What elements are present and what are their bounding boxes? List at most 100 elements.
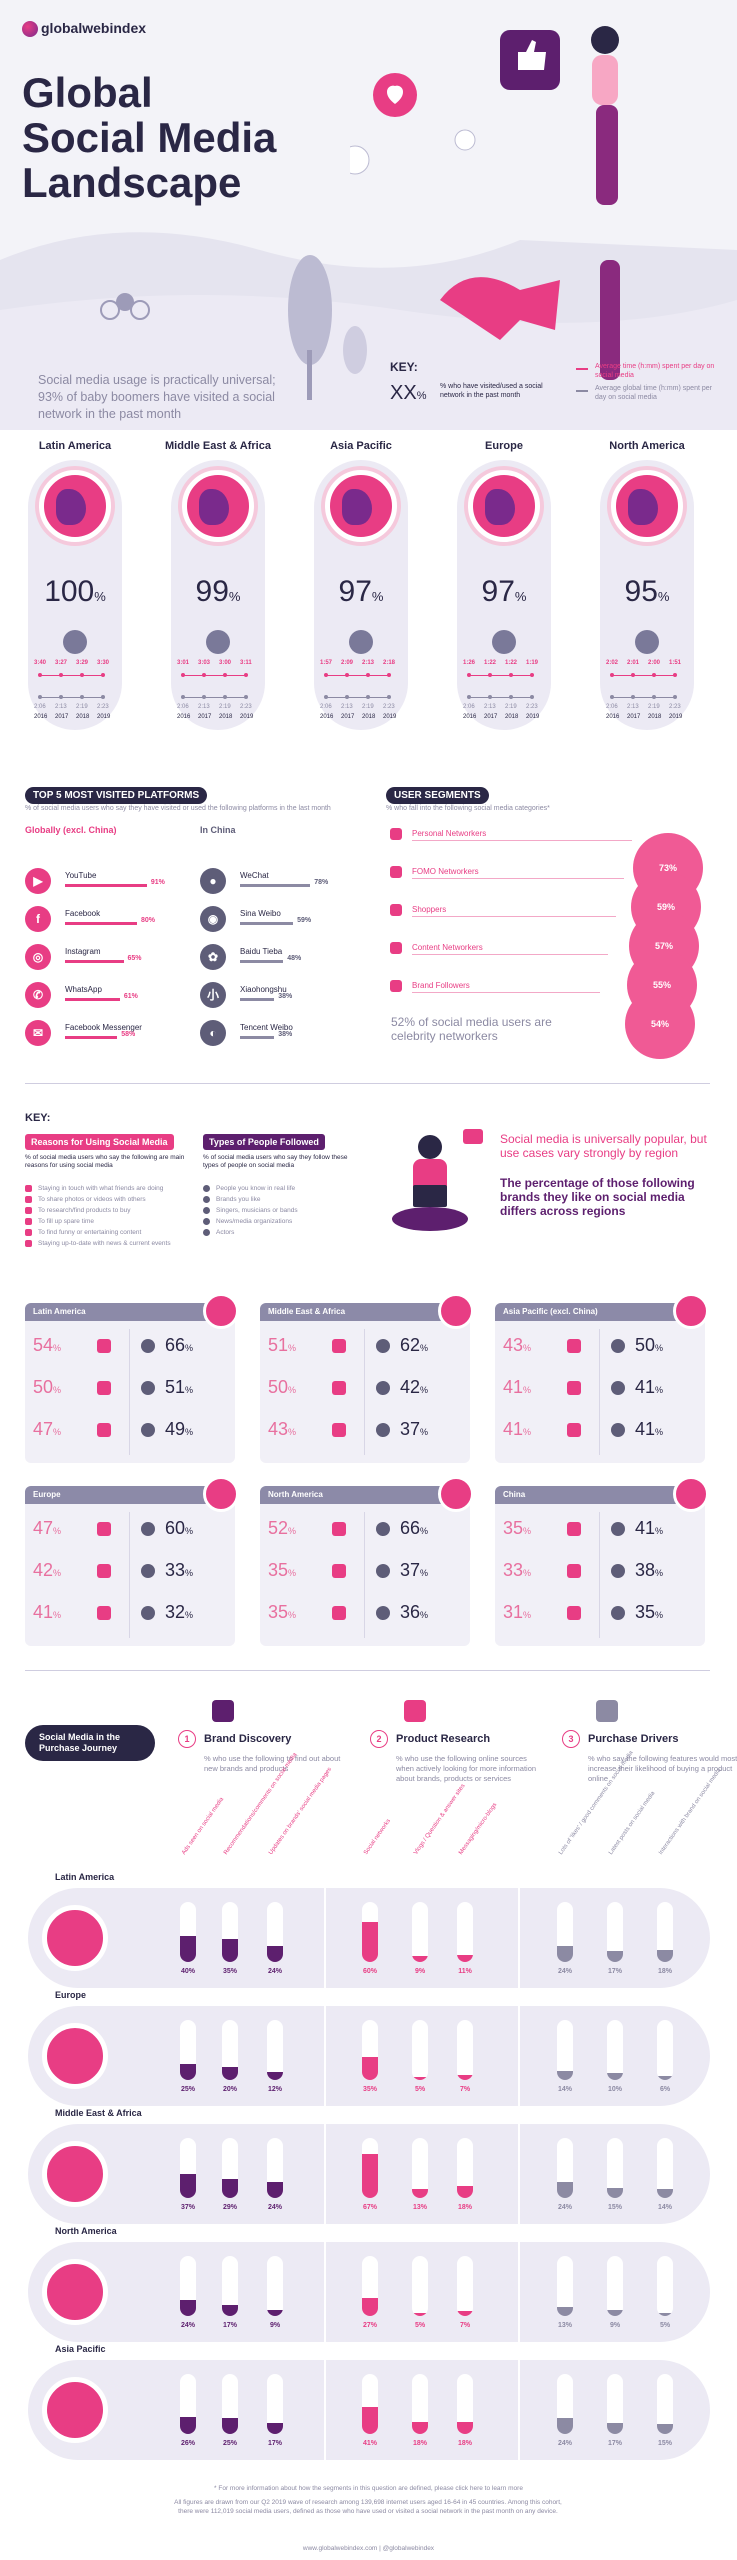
- hero-figures: [350, 26, 619, 205]
- reason-item: Staying in touch with what friends are d…: [38, 1185, 164, 1192]
- region-pct-unit: %: [514, 589, 527, 604]
- follow-type-icon: [611, 1423, 625, 1437]
- region-name: Middle East & Africa: [165, 440, 271, 452]
- pct-unit: %: [53, 1343, 62, 1353]
- pct-value: 37: [400, 1419, 421, 1439]
- segment-value: 54%: [625, 989, 695, 1059]
- footer-url[interactable]: www.globalwebindex.com | @globalwebindex: [302, 2545, 435, 2552]
- pct-unit: %: [288, 1385, 297, 1395]
- region-box-name: Europe: [33, 1490, 61, 1499]
- pct-value: 51: [268, 1335, 289, 1355]
- region-percentage: 97%: [457, 575, 551, 609]
- facebook-icon: f: [25, 906, 51, 932]
- value-label: 17%: [607, 2440, 622, 2447]
- platform-bar: [65, 960, 124, 963]
- pct-value: 38: [635, 1560, 656, 1580]
- value-label: 5%: [414, 2322, 426, 2329]
- journey-row: 25% 20% 12% 35% 5% 7% 14% 10% 6%: [28, 2006, 710, 2106]
- year-label: 2018: [505, 714, 519, 720]
- region-box-name: North America: [268, 1490, 323, 1499]
- platform-bar: [240, 998, 275, 1001]
- avg-time-label: 2:01: [627, 660, 640, 666]
- segment-name: Personal Networkers: [412, 829, 487, 838]
- value-fill: [362, 2298, 378, 2316]
- value-fill: [657, 2312, 673, 2316]
- followed-pct: 49%: [165, 1419, 193, 1440]
- follow-type-icon: [376, 1339, 390, 1353]
- pct-value: 41: [635, 1377, 656, 1397]
- followed-pct: 41%: [635, 1419, 663, 1440]
- region-box-divider: [129, 1329, 130, 1455]
- avg-time-label: 2:13: [362, 660, 375, 666]
- platforms-china-head: In China: [200, 825, 236, 835]
- value-fill: [657, 2076, 673, 2080]
- region-box-name: China: [503, 1490, 526, 1499]
- value-pill: [457, 2020, 473, 2080]
- value-label: 41%: [362, 2440, 377, 2447]
- region-capsule: 95% 2:02 2:06 2016 2:01 2:13 2017 2:00 2:19 2018 1…: [600, 460, 694, 730]
- value-pill: [557, 1902, 573, 1962]
- logo[interactable]: globalwebindex: [22, 20, 146, 38]
- followed-pct: 37%: [400, 1560, 428, 1581]
- reason-type-icon: [332, 1564, 346, 1578]
- value-fill: [222, 2304, 238, 2316]
- reason-type-icon: [97, 1564, 111, 1578]
- global-time-point: [101, 695, 105, 699]
- reason-icon: [25, 1240, 32, 1247]
- key-grey-line: [576, 390, 588, 392]
- global-time-label: 2:13: [198, 704, 210, 710]
- value-label: 18%: [457, 2440, 472, 2447]
- value-label: 7%: [459, 2322, 471, 2329]
- value-pill: [180, 2374, 196, 2434]
- pct-unit: %: [288, 1343, 297, 1353]
- platform-row: ✉ Facebook Messenger 58%: [25, 1020, 190, 1050]
- year-label: 2016: [463, 714, 477, 720]
- value-fill: [222, 1938, 238, 1962]
- divider-1: [25, 1083, 710, 1084]
- year-label: 2019: [526, 714, 540, 720]
- avg-time-label: 3:29: [76, 660, 89, 666]
- region-pct-unit: %: [371, 589, 384, 604]
- region-capsule: 97% 1:57 2:06 2016 2:09 2:13 2017 2:13 2:19 2018 2…: [314, 460, 408, 730]
- global-time-label: 2:06: [463, 704, 475, 710]
- pct-value: 50: [33, 1377, 54, 1397]
- messenger-icon: ✉: [25, 1020, 51, 1046]
- pct-value: 47: [33, 1518, 54, 1538]
- value-fill: [222, 2178, 238, 2198]
- platform-value: 58%: [121, 1031, 136, 1038]
- value-label: 24%: [557, 1968, 572, 1975]
- row-separator: [324, 2360, 326, 2460]
- platform-value: 59%: [297, 917, 312, 924]
- pct-unit: %: [420, 1568, 429, 1578]
- value-label: 18%: [412, 2440, 427, 2447]
- value-pill: [362, 2374, 378, 2434]
- value-pill: [657, 2138, 673, 2198]
- footer-note1[interactable]: * For more information about how the seg…: [214, 2485, 523, 2492]
- pct-value: 66: [400, 1518, 421, 1538]
- global-time-label: 2:13: [341, 704, 353, 710]
- followed-pct: 32%: [165, 1602, 193, 1623]
- reason-item: Staying up-to-date with news & current e…: [38, 1240, 171, 1247]
- value-pill: [557, 2256, 573, 2316]
- follow-item: Actors: [216, 1229, 235, 1236]
- value-label: 37%: [180, 2204, 195, 2211]
- platform-row: 小 Xiaohongshu 38%: [200, 982, 365, 1012]
- platform-row: ◉ Sina Weibo 59%: [200, 906, 365, 936]
- row-separator: [324, 2006, 326, 2106]
- row-separator: [518, 2360, 520, 2460]
- follow-type-icon: [141, 1381, 155, 1395]
- value-fill: [557, 2418, 573, 2434]
- reason-type-icon: [332, 1522, 346, 1536]
- avg-time-label: 1:57: [320, 660, 333, 666]
- avg-time-label: 3:11: [240, 660, 252, 666]
- region-box-header: Latin America: [25, 1303, 235, 1321]
- value-fill: [457, 2186, 473, 2198]
- value-fill: [267, 2182, 283, 2198]
- year-label: 2019: [97, 714, 111, 720]
- avg-time-point: [673, 673, 677, 677]
- value-label: 9%: [414, 1968, 426, 1975]
- value-pill: [457, 2256, 473, 2316]
- pct-unit: %: [523, 1610, 532, 1620]
- platform-name: Xiaohongshu: [240, 985, 287, 994]
- value-fill: [267, 1946, 283, 1962]
